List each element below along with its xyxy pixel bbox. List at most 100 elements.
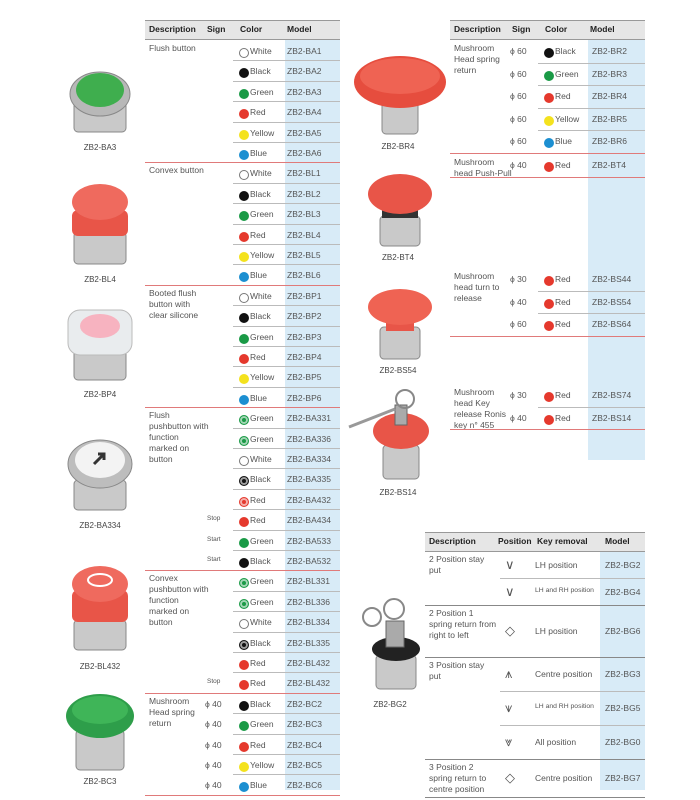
red-color-dot-icon [544,392,554,402]
row-model: ZB2-BT4 [592,160,627,170]
row-model: ZB2-BA532 [287,556,331,566]
row-color: Red [250,352,266,362]
product-caption: ZB2-BA334 [79,521,121,530]
row-divider [233,386,340,388]
row-model: ZB2-BR4 [592,91,627,101]
row-model: ZB2-BP3 [287,331,322,342]
row-model: ZB2-BG4 [605,586,641,597]
green-color-dot-icon [239,415,249,426]
row-sign: Start [207,535,221,543]
row-divider [233,244,340,245]
row-color: Black [250,698,271,709]
row-model: ZB2-BL5 [287,250,321,260]
black-color-dot-icon [239,190,249,201]
product-caption: ZB2-BL432 [79,662,121,671]
row-divider [233,550,340,551]
table-header: Description Position Key removal Model [425,532,645,552]
green-color-dot-icon [239,537,249,548]
row-model: ZB2-BS44 [592,274,632,284]
white-color-dot-icon [239,619,249,630]
row-key-removal: LH and RH position [535,586,594,594]
group-description: Flush button [149,43,196,53]
blue-color-dot-icon [239,150,249,160]
product-image-zb2-bs54 [368,289,432,360]
group-description: Convex button [149,165,204,176]
row-divider [538,130,645,131]
white-color-dot-icon [239,48,249,58]
row-color: Blue [555,136,573,146]
row-color: Red [555,160,571,170]
row-key-removal: LH position [535,626,578,636]
left-product-table: Description Sign Color Model Flush butto… [145,20,340,796]
row-model: ZB2-BS14 [592,412,632,423]
white-color-dot-icon [239,456,249,466]
black-color-dot-icon [239,558,249,568]
row-divider [233,325,340,327]
product-image-zb2-bl4 [72,184,128,265]
position-diagram-icon: ⩛ [505,700,513,715]
yellow-color-dot-icon [239,252,249,262]
row-model: ZB2-BS64 [592,319,632,329]
row-model: ZB2-BP1 [287,290,322,301]
row-sign: ϕ 40 [205,719,222,730]
row-divider [233,101,340,103]
red-color-dot-icon [544,93,554,103]
row-color: Black [250,66,271,77]
yellow-color-dot-icon [239,129,249,140]
row-sign: ϕ 40 [205,739,222,750]
green-color-dot-icon [239,211,249,222]
row-color: Red [250,739,266,750]
group-divider [145,162,340,164]
red-color-dot-icon [239,109,249,120]
yellow-color-dot-icon [544,115,554,126]
row-model: ZB2-BA533 [287,535,331,546]
row-divider [233,590,340,592]
row-model: ZB2-BP2 [287,311,322,322]
position-diagram-icon: ∨ [505,556,515,572]
product-image-zb2-br4 [354,56,446,135]
red-color-dot-icon [544,298,554,309]
row-model: ZB2-BS74 [592,390,632,400]
group-divider [145,692,340,694]
row-key-removal: Centre position [535,669,593,679]
row-sign: ϕ 60 [510,91,527,101]
row-divider [233,264,340,266]
row-sign: ϕ 30 [510,390,527,400]
black-color-dot-icon [239,476,249,487]
row-model: ZB2-BP4 [287,352,322,362]
red-color-dot-icon [544,276,554,286]
product-caption: ZB2-BT4 [381,253,414,262]
row-divider [538,85,645,86]
row-divider [233,488,340,490]
row-color: Red [555,319,571,329]
group-description: 3 Position stay put [429,660,485,681]
right-product-table: Description Sign Color Model Mushroom He… [450,20,645,460]
row-sign: ϕ 40 [510,160,527,170]
yellow-color-dot-icon [239,762,249,772]
red-color-dot-icon [239,660,249,670]
row-divider [500,691,645,692]
row-divider [233,346,340,347]
row-color: Black [250,637,271,648]
group-divider [145,794,340,796]
yellow-color-dot-icon [239,374,249,385]
group-divider [145,570,340,572]
header-model: Model [287,24,312,34]
row-divider [538,406,645,408]
row-divider [233,80,340,82]
row-model: ZB2-BL4 [287,229,321,240]
product-image-zb2-bc3 [66,694,134,771]
row-sign: ϕ 60 [510,46,527,56]
row-model: ZB2-BC4 [287,739,322,750]
black-color-dot-icon [239,700,249,711]
product-caption: ZB2-BP4 [83,390,117,399]
row-color: White [250,46,272,56]
row-color: Blue [250,780,268,791]
row-color: Red [555,390,571,400]
row-color: Red [250,107,266,118]
row-color: Blue [250,270,268,281]
product-image-zb2-ba3 [69,71,131,133]
row-divider [233,733,340,735]
row-model: ZB2-BG7 [605,773,641,783]
selector-switch-table: Description Position Key removal Model 2… [425,532,645,798]
